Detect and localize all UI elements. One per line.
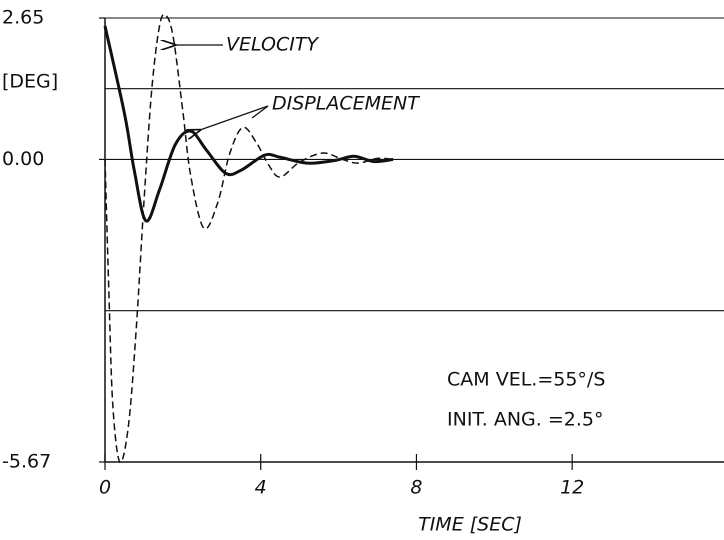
y-tick-label: 0.00 <box>2 148 44 170</box>
x-tick-label: 8 <box>410 477 422 499</box>
y-tick-label: 2.65 <box>2 7 44 29</box>
x-tick-label: 12 <box>560 477 584 499</box>
line-series <box>104 13 394 464</box>
annotation: VELOCITY <box>226 34 319 56</box>
x-tick-label: 0 <box>99 477 111 499</box>
arrow <box>200 105 269 130</box>
annotation: DISPLACEMENT <box>272 93 420 115</box>
y-axis-label: [DEG] <box>2 71 58 93</box>
annotation: CAM VEL.=55°/S <box>447 369 605 391</box>
x-axis-label: TIME [SEC] <box>418 514 522 536</box>
line-series <box>103 25 394 223</box>
annotation: INIT. ANG. =2.5° <box>447 409 604 431</box>
arrow <box>251 105 269 119</box>
y-tick-label: -5.67 <box>2 451 51 473</box>
x-tick-label: 4 <box>255 477 267 499</box>
